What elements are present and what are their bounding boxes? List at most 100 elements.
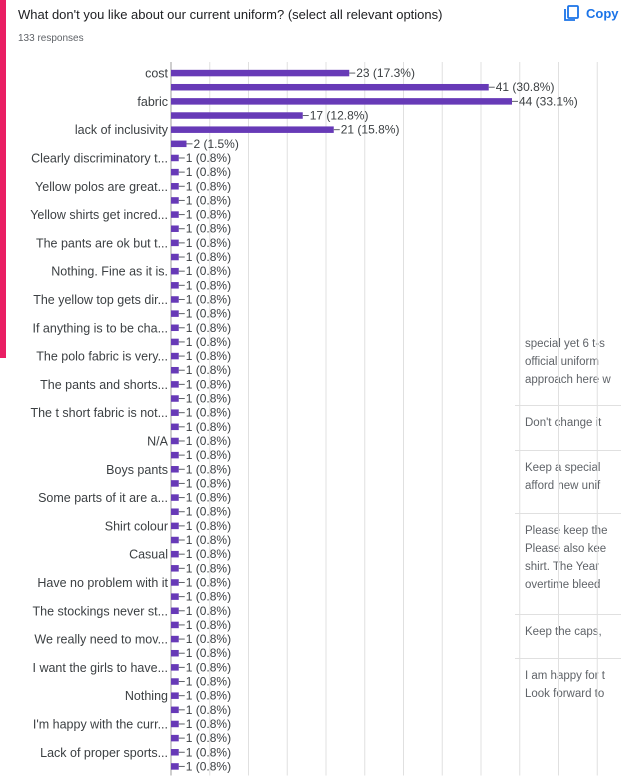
- category-label: Shirt colour: [105, 519, 168, 533]
- bar: [171, 338, 179, 346]
- category-label: I'm happy with the curr...: [33, 717, 168, 731]
- category-label: The polo fabric is very...: [36, 350, 168, 364]
- bar: [171, 225, 179, 232]
- data-label: 1 (0.8%): [186, 660, 231, 674]
- data-label: 2 (1.5%): [194, 137, 239, 151]
- bar: [171, 692, 179, 699]
- bar: [171, 734, 179, 742]
- category-label: fabric: [137, 95, 168, 109]
- background-response-text: official uniform: [525, 356, 599, 368]
- category-label: If anything is to be cha...: [33, 321, 169, 335]
- data-label: 1 (0.8%): [186, 307, 231, 321]
- background-response-text: afford new unif: [525, 480, 601, 492]
- background-separator: [515, 405, 621, 406]
- data-label: 1 (0.8%): [186, 420, 231, 434]
- bar: [171, 522, 179, 530]
- data-label: 1 (0.8%): [186, 222, 231, 236]
- bar: [171, 253, 179, 261]
- data-label: 44 (33.1%): [519, 94, 578, 108]
- bar: [171, 98, 512, 105]
- bar: [171, 296, 179, 303]
- data-label: 1 (0.8%): [186, 448, 231, 462]
- category-label: Yellow shirts get incred...: [30, 208, 168, 222]
- category-label: Yellow polos are great...: [35, 180, 168, 194]
- bar: [171, 593, 179, 600]
- bar: [171, 649, 179, 657]
- bar: [171, 168, 179, 176]
- data-label: 21 (15.8%): [341, 123, 400, 137]
- data-label: 1 (0.8%): [186, 618, 231, 632]
- data-label: 1 (0.8%): [186, 689, 231, 703]
- bar-chart: 23 (17.3%) cost 41 (30.8%)44 (33.1%) fabric…: [30, 62, 598, 776]
- data-label: 1 (0.8%): [186, 335, 231, 349]
- data-label: 1 (0.8%): [186, 632, 231, 646]
- bar: [171, 565, 179, 572]
- bar: [171, 381, 179, 388]
- data-label: 17 (12.8%): [310, 109, 369, 123]
- bar: [171, 494, 179, 501]
- data-label: 1 (0.8%): [186, 561, 231, 575]
- bar: [171, 664, 179, 671]
- data-label: 1 (0.8%): [186, 476, 231, 490]
- bar: [171, 352, 179, 360]
- background-separator: [515, 658, 621, 659]
- background-response-text: Keep the caps,: [525, 626, 602, 638]
- data-label: 1 (0.8%): [186, 646, 231, 660]
- bar: [171, 211, 179, 218]
- background-response-text: approach here w: [525, 374, 611, 386]
- category-label: I want the girls to have...: [33, 661, 169, 675]
- bar: [171, 763, 179, 770]
- data-label: 1 (0.8%): [186, 278, 231, 292]
- category-label: Some parts of it are a...: [38, 491, 168, 505]
- bar: [171, 706, 179, 714]
- background-response-text: overtime bleed: [525, 579, 601, 591]
- category-label: Lack of proper sports...: [40, 746, 168, 760]
- bar: [171, 126, 334, 133]
- data-label: 23 (17.3%): [356, 66, 415, 80]
- bar: [171, 749, 179, 756]
- copy-label: Copy: [586, 5, 619, 21]
- bar: [171, 324, 179, 332]
- category-label: The stockings never st...: [33, 604, 168, 618]
- bar: [171, 282, 179, 289]
- data-label: 1 (0.8%): [186, 434, 231, 448]
- category-label: cost: [145, 67, 168, 81]
- background-response-text: Keep a special: [525, 462, 601, 474]
- bar: [171, 197, 179, 204]
- background-response-text: Please also kee: [525, 543, 607, 555]
- background-response-text: Don't change it: [525, 417, 602, 429]
- data-label: 1 (0.8%): [186, 264, 231, 278]
- category-label: The pants and shorts...: [40, 378, 168, 392]
- bar: [171, 423, 179, 431]
- response-count: 133 responses: [18, 33, 84, 44]
- data-label: 1 (0.8%): [186, 505, 231, 519]
- copy-button[interactable]: Copy: [562, 4, 619, 22]
- bar: [171, 310, 179, 317]
- bar: [171, 183, 179, 190]
- data-label: 1 (0.8%): [186, 363, 231, 377]
- data-label: 1 (0.8%): [186, 590, 231, 604]
- bar: [171, 140, 187, 148]
- background-response-text: special yet 6 t-s: [525, 338, 605, 350]
- data-label: 1 (0.8%): [186, 462, 231, 476]
- category-label: The t short fabric is not...: [30, 406, 168, 420]
- bar: [171, 536, 179, 544]
- category-label: Nothing. Fine as it is.: [51, 265, 168, 279]
- data-label: 1 (0.8%): [186, 151, 231, 165]
- data-label: 1 (0.8%): [186, 491, 231, 505]
- background-response-text: Please keep the: [525, 525, 608, 537]
- bar: [171, 466, 179, 473]
- category-label: Clearly discriminatory t...: [31, 151, 168, 165]
- data-label: 1 (0.8%): [186, 349, 231, 363]
- data-label: 1 (0.8%): [186, 208, 231, 222]
- data-label: 1 (0.8%): [186, 377, 231, 391]
- data-label: 1 (0.8%): [186, 236, 231, 250]
- bar: [171, 395, 179, 402]
- category-label: The yellow top gets dir...: [33, 293, 168, 307]
- category-label: Have no problem with it: [37, 576, 168, 590]
- bar: [171, 607, 179, 615]
- category-label: lack of inclusivity: [75, 123, 169, 137]
- data-label: 1 (0.8%): [186, 519, 231, 533]
- bar: [171, 239, 179, 247]
- bar: [171, 579, 179, 586]
